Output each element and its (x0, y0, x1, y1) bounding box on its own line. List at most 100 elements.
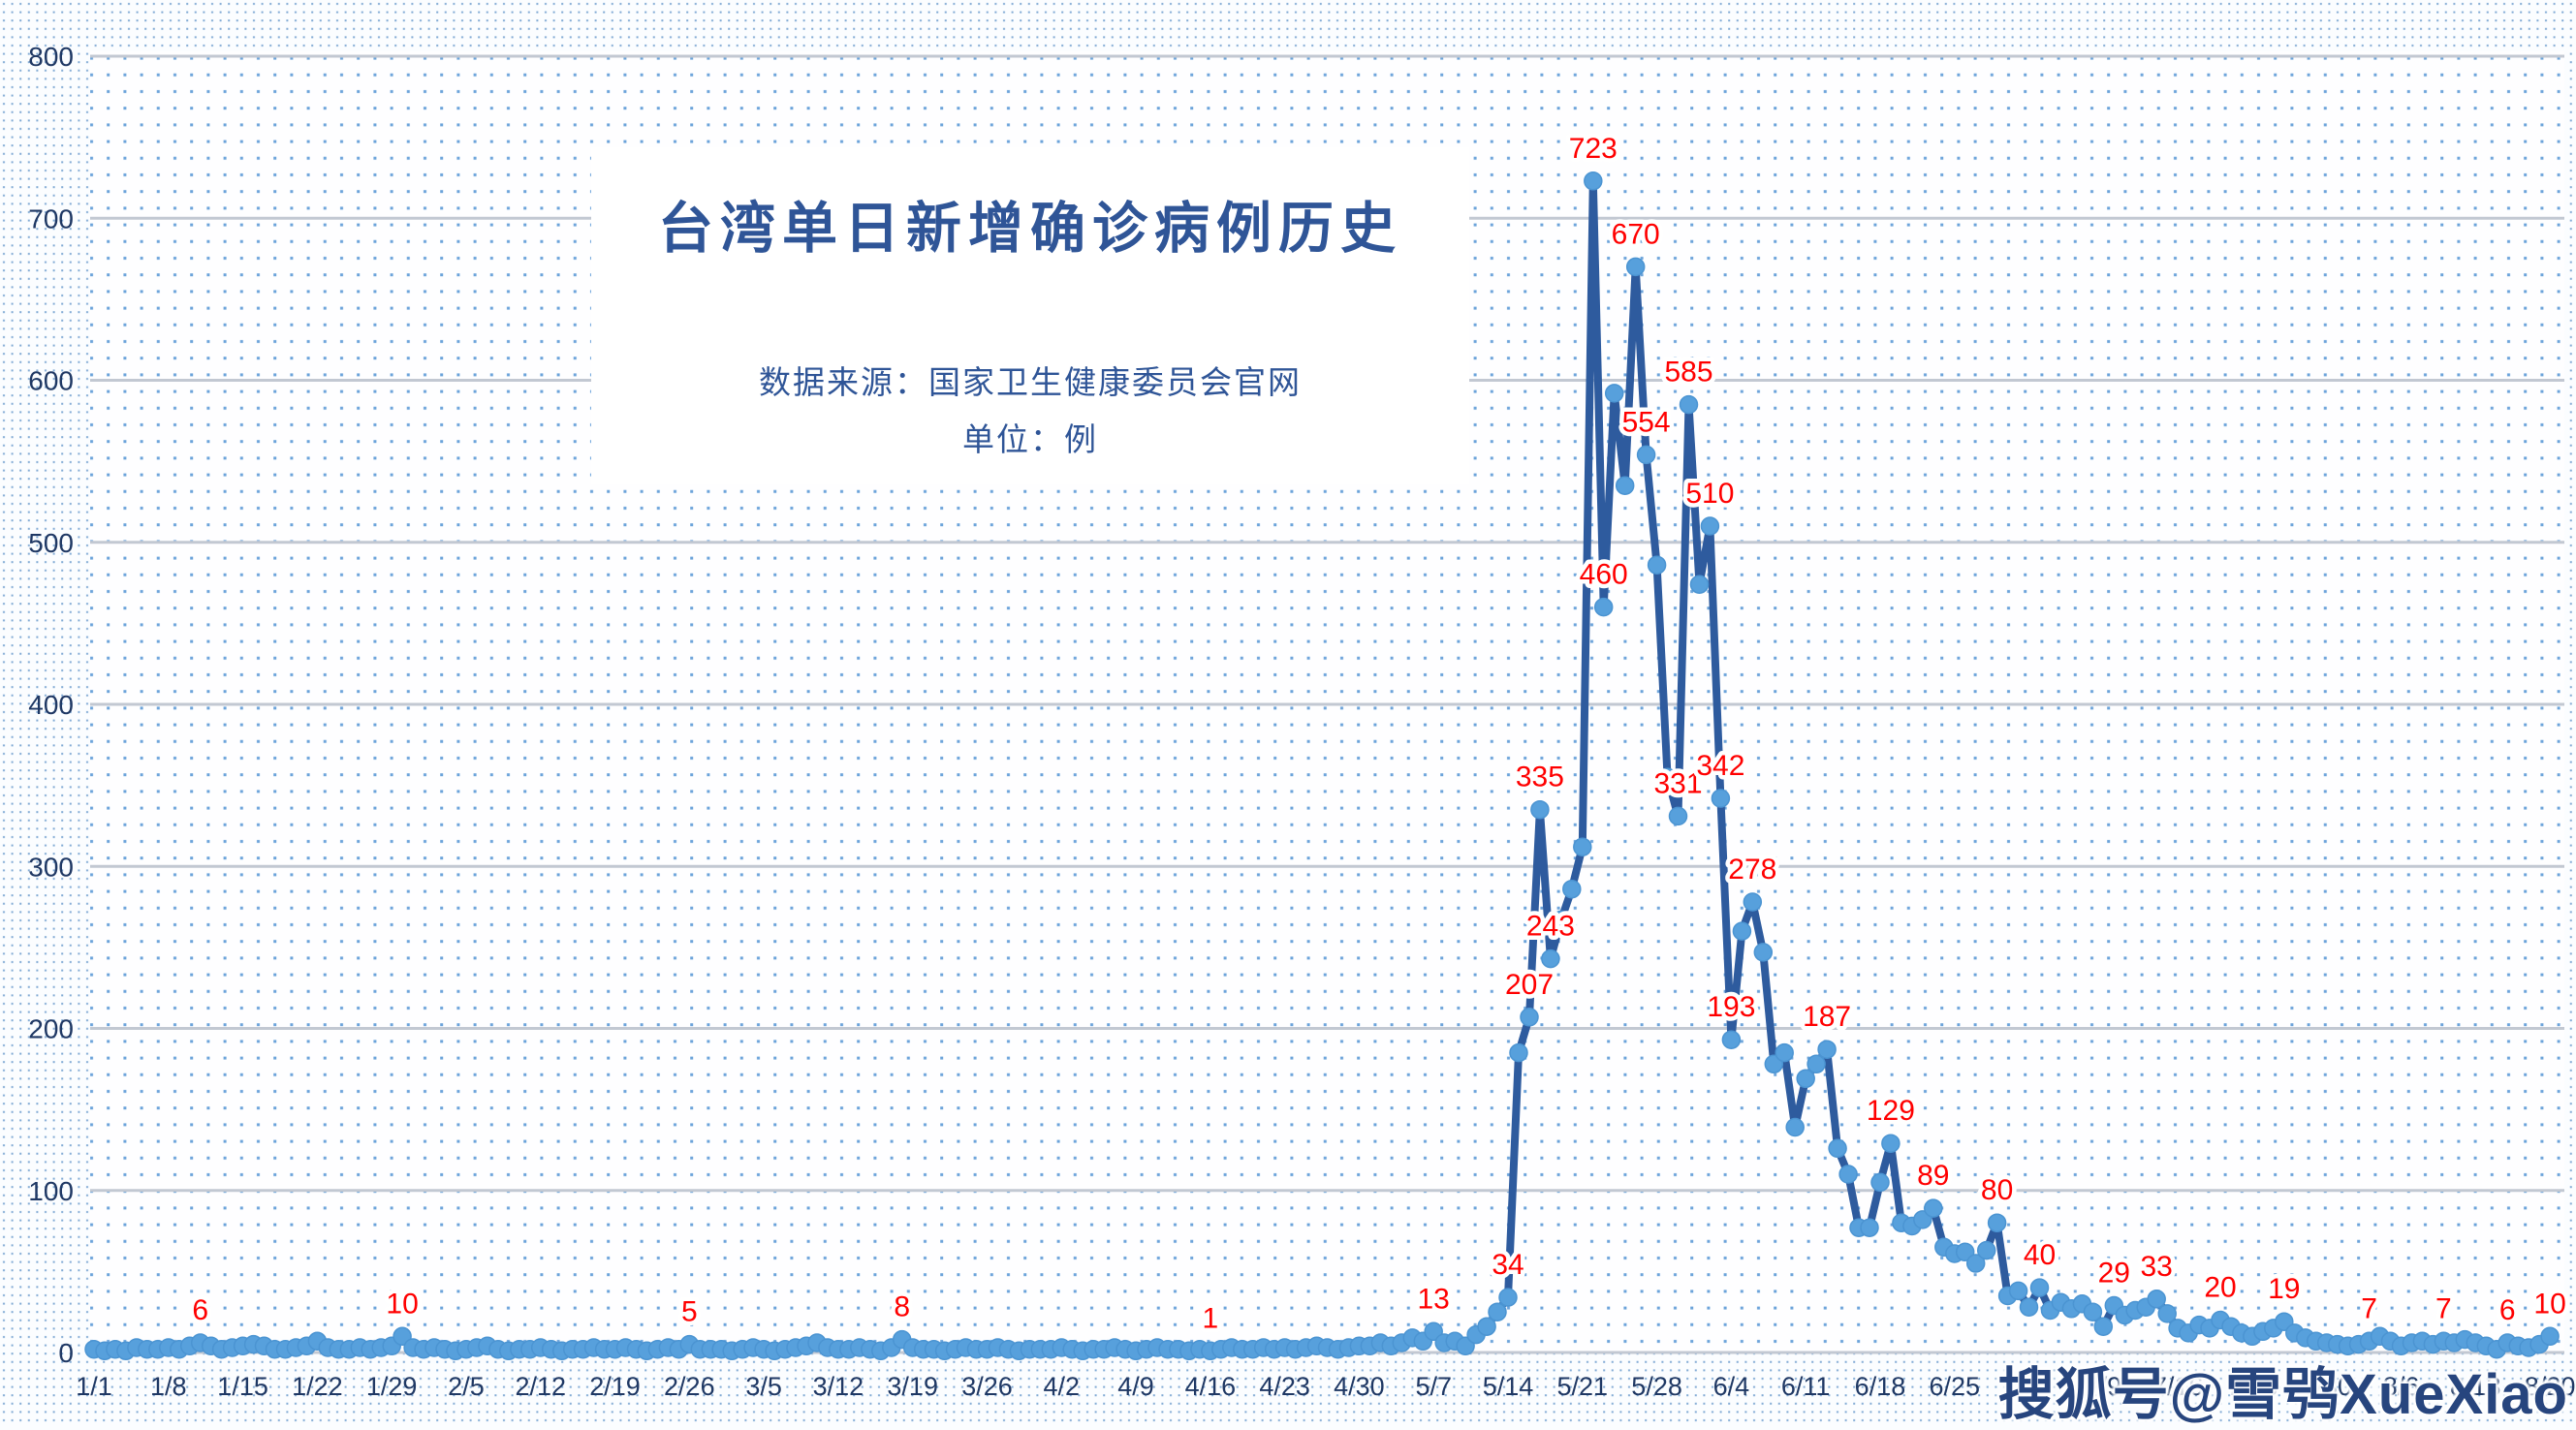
y-axis-tick-label: 400 (28, 690, 74, 720)
data-point-marker (1636, 445, 1656, 465)
data-point-label: 6 (2499, 1294, 2516, 1326)
x-axis-tick-label: 1/1 (76, 1372, 112, 1401)
x-axis-tick-label: 4/30 (1334, 1372, 1385, 1401)
data-point-label: 187 (1803, 1001, 1851, 1033)
x-axis-tick-label: 5/7 (1415, 1372, 1452, 1401)
chart-title: 台湾单日新增确诊病例历史 (658, 198, 1402, 260)
data-point-label: 89 (1917, 1160, 1949, 1192)
data-point-marker (1700, 516, 1720, 536)
data-point-marker (1625, 257, 1646, 277)
data-point-label: 33 (2141, 1251, 2173, 1283)
data-point-label: 510 (1685, 478, 1734, 510)
x-axis-tick-label: 8/20 (2525, 1372, 2576, 1401)
data-point-marker (1679, 394, 1699, 415)
x-axis-tick-label: 3/5 (745, 1372, 782, 1401)
x-axis-tick-label: 7/2 (2011, 1372, 2048, 1401)
x-axis-tick-label: 7/30 (2301, 1372, 2352, 1401)
x-axis-tick-label: 3/26 (961, 1372, 1013, 1401)
x-axis-tick-label: 7/16 (2152, 1372, 2204, 1401)
x-axis-tick-label: 6/18 (1855, 1372, 1906, 1401)
data-point-marker (1689, 575, 1710, 594)
y-axis-tick-label: 600 (28, 366, 74, 396)
data-point-label: 40 (2024, 1239, 2056, 1271)
x-axis-tick-label: 5/21 (1557, 1372, 1609, 1401)
data-point-marker (1721, 1030, 1742, 1049)
data-point-marker (1615, 476, 1635, 495)
data-point-label: 80 (1981, 1174, 2013, 1206)
data-point-marker (1562, 879, 1582, 899)
data-point-label: 8 (894, 1291, 910, 1323)
data-point-marker (1806, 1054, 1826, 1074)
data-point-label: 723 (1569, 133, 1618, 165)
data-point-marker (1509, 1042, 1528, 1063)
y-axis-tick-label: 700 (28, 203, 74, 233)
data-point-label: 10 (386, 1288, 418, 1320)
data-point-marker (1711, 789, 1731, 808)
data-point-marker (1753, 943, 1774, 962)
data-point-label: 207 (1505, 969, 1554, 1001)
x-axis-tick-label: 2/26 (664, 1372, 715, 1401)
chart-source-line: 数据来源：国家卫生健康委员会官网 (759, 364, 1302, 400)
y-axis-labels-group: 0 100 200 300 400 500 600 700 800 (28, 42, 74, 1368)
x-axis-tick-label: 3/12 (813, 1372, 864, 1401)
data-point-label: 193 (1707, 991, 1755, 1023)
data-point-marker (1796, 1069, 1815, 1089)
x-axis-tick-label: 3/19 (887, 1372, 938, 1401)
data-point-marker (1477, 1317, 1496, 1336)
data-point-label: 342 (1696, 750, 1744, 782)
data-point-marker (1593, 597, 1614, 617)
x-axis-tick-label: 2/12 (515, 1372, 566, 1401)
y-axis-tick-label: 100 (28, 1176, 74, 1206)
data-point-marker (1775, 1042, 1794, 1063)
data-point-marker (2008, 1281, 2028, 1301)
data-point-marker (1881, 1134, 1901, 1153)
data-point-marker (1828, 1138, 1847, 1159)
x-axis-tick-label: 6/11 (1781, 1372, 1831, 1401)
data-point-label: 20 (2204, 1272, 2236, 1304)
point-labels-group: 6 10 5 8 11334207335243723460670554331585510… (188, 128, 2570, 1339)
x-axis-tick-label: 1/15 (217, 1372, 268, 1401)
data-point-marker (1657, 767, 1678, 788)
data-point-marker (1838, 1165, 1858, 1184)
data-point-label: 7 (2435, 1292, 2452, 1324)
data-point-marker (1604, 384, 1624, 403)
data-point-marker (1817, 1040, 1837, 1059)
data-point-label: 335 (1516, 762, 1564, 793)
data-point-label: 585 (1664, 357, 1712, 389)
x-axis-tick-label: 7/9 (2086, 1372, 2122, 1401)
data-point-marker (1541, 948, 1560, 969)
data-point-marker (1488, 1302, 1507, 1321)
data-point-marker (1552, 910, 1571, 930)
data-point-label: 243 (1526, 911, 1575, 943)
data-point-marker (1965, 1254, 1986, 1273)
data-point-label: 460 (1580, 559, 1628, 591)
data-point-marker (2029, 1278, 2050, 1297)
x-axis-tick-label: 7/23 (2227, 1372, 2278, 1401)
data-point-marker (1743, 892, 1763, 912)
data-point-marker (1785, 1117, 1805, 1137)
data-point-marker (1573, 837, 1592, 856)
data-point-label: 19 (2268, 1273, 2300, 1305)
y-axis-tick-label: 0 (58, 1338, 74, 1368)
y-axis-tick-label: 800 (28, 42, 74, 72)
data-point-marker (1987, 1213, 2007, 1232)
x-axis-tick-label: 5/28 (1631, 1372, 1682, 1401)
data-point-label: 10 (2533, 1288, 2565, 1320)
x-axis-tick-label: 6/4 (1713, 1372, 1750, 1401)
data-point-label: 331 (1653, 767, 1702, 799)
data-point-marker (2147, 1290, 2166, 1309)
x-axis-tick-label: 4/2 (1043, 1372, 1080, 1401)
data-point-marker (1732, 921, 1752, 941)
x-axis-tick-label: 1/29 (366, 1372, 418, 1401)
watermark-text: 搜狐号@雪鸮XueXiao (1997, 1363, 2568, 1426)
data-point-label: 5 (681, 1296, 698, 1328)
data-point-label: 1 (1203, 1302, 1219, 1334)
data-point-marker (1976, 1240, 1996, 1260)
y-axis-tick-label: 300 (28, 852, 74, 882)
data-point-label: 13 (1418, 1283, 1450, 1315)
data-point-label: 129 (1867, 1095, 1915, 1127)
markers-group (84, 171, 2560, 1361)
x-axis-tick-label: 2/19 (589, 1372, 641, 1401)
x-axis-tick-label: 8/13 (2450, 1372, 2501, 1401)
data-point-label: 278 (1728, 854, 1776, 886)
